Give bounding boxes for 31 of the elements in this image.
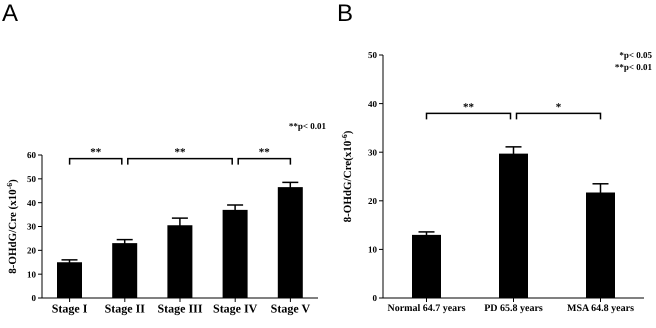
y-tick-label: 60	[27, 150, 36, 160]
y-tick-label: 20	[368, 196, 378, 206]
y-tick-label: 10	[368, 244, 378, 255]
y-tick-label: 50	[368, 50, 378, 60]
y-tick-label: 30	[368, 147, 378, 158]
x-tick-label: Normal 64.7 years	[387, 303, 466, 314]
annotation: **	[174, 146, 186, 159]
x-tick-label: Stage II	[104, 302, 146, 316]
x-tick-label: PD 65.8 years	[484, 303, 543, 314]
y-tick-label: 0	[32, 293, 36, 304]
x-tick-label: Stage IV	[213, 302, 258, 316]
annotation: **	[90, 146, 102, 159]
x-tick-label: Stage I	[52, 302, 88, 316]
text: **p< 0.01	[288, 120, 326, 132]
x-tick-label: Stage III	[157, 302, 203, 316]
annotation: *p< 0.05	[618, 49, 652, 61]
y-tick-label: 10	[27, 269, 36, 280]
y-tick-label: 40	[27, 198, 36, 208]
annotation: *	[556, 101, 562, 114]
y-tick-label: 40	[368, 98, 378, 109]
chart-title: B	[337, 0, 354, 28]
y-tick-label: 20	[27, 246, 36, 256]
chart-title: A	[2, 0, 18, 28]
y-tick-label: 30	[27, 222, 36, 232]
annotation: **	[258, 146, 270, 159]
y-tick-label: 0	[372, 293, 378, 304]
annotation: **	[463, 101, 474, 114]
y-tick-label: 50	[27, 174, 36, 184]
x-tick-label: MSA 64.8 years	[567, 303, 634, 314]
x-tick-label: Stage V	[270, 302, 310, 316]
annotation: **p< 0.01	[614, 61, 652, 73]
